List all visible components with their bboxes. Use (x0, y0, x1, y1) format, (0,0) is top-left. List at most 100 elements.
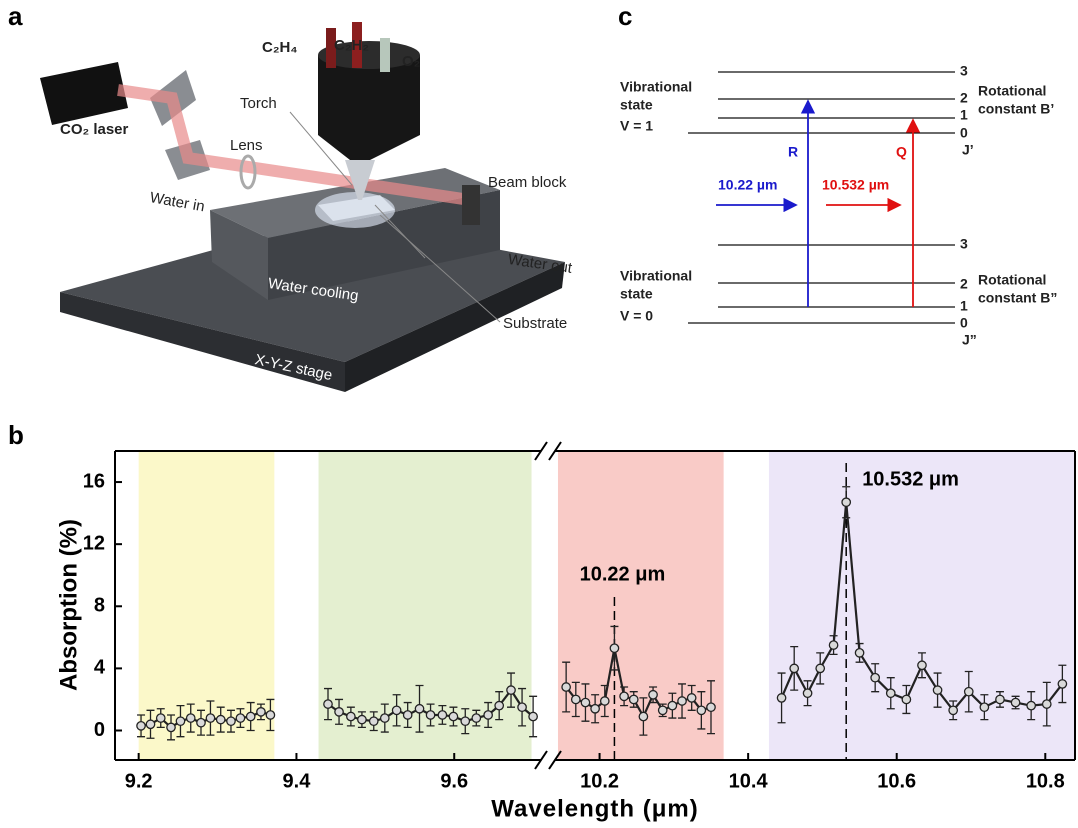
torch-body (318, 55, 420, 160)
y-tick-label: 12 (83, 532, 105, 554)
data-point (265, 710, 276, 720)
data-point (1041, 699, 1052, 709)
branch-label: R (788, 144, 798, 160)
data-point (185, 713, 196, 723)
data-point (215, 714, 226, 725)
data-point (483, 710, 493, 720)
x-tick-label: 10.8 (1026, 770, 1065, 792)
level-label: 0 (960, 315, 968, 331)
data-point (789, 663, 800, 674)
data-point (256, 707, 266, 717)
y-tick-label: 8 (94, 595, 105, 617)
data-point (609, 643, 620, 654)
level-label: 0 (960, 125, 968, 141)
data-point (1057, 679, 1068, 689)
data-point (175, 716, 186, 727)
axis-break (534, 441, 548, 461)
constant-label: constant B’ (978, 101, 1054, 117)
data-point (561, 682, 571, 692)
tube (380, 38, 390, 72)
y-tick-label: 16 (83, 470, 105, 492)
data-point (145, 719, 156, 730)
wavelength-label: 10.532 µm (822, 177, 889, 193)
data-point (828, 640, 839, 650)
data-point (357, 714, 367, 725)
data-point (414, 703, 425, 714)
data-point (402, 710, 413, 720)
level-label: 3 (960, 236, 968, 252)
data-point (802, 688, 813, 699)
y-axis-title: Absorption (%) (55, 519, 82, 691)
level-label: 1 (960, 298, 968, 314)
panel-label: c (618, 1, 632, 31)
data-point (657, 705, 668, 716)
label: O₂ (402, 53, 420, 70)
leader-line (374, 204, 426, 259)
data-point (963, 686, 974, 697)
level-label: 3 (960, 63, 968, 79)
data-point (580, 697, 591, 708)
data-point (471, 713, 482, 723)
data-point (226, 716, 236, 727)
laser-beam (117, 84, 471, 206)
y-tick-label: 4 (94, 657, 106, 679)
data-point (391, 705, 402, 716)
label: Beam block (488, 174, 567, 191)
x-tick-label: 10.4 (729, 770, 769, 792)
data-point (245, 711, 256, 722)
label: Water in (149, 189, 206, 215)
data-point (517, 702, 527, 713)
wavelength-label: 10.22 µm (718, 177, 777, 193)
data-point (776, 693, 787, 703)
leader-line (289, 111, 353, 186)
data-point (166, 722, 176, 733)
x-tick-label: 9.4 (283, 770, 312, 792)
label: Lens (230, 137, 263, 154)
x-tick-label: 9.2 (125, 770, 153, 792)
lens (239, 154, 257, 190)
state-label: V = 1 (620, 118, 653, 134)
axis-break (548, 441, 562, 461)
band (768, 451, 1075, 760)
beam-block (462, 185, 480, 225)
data-point (979, 702, 990, 713)
data-point (995, 694, 1005, 705)
data-point (368, 716, 379, 727)
data-point (1026, 700, 1037, 711)
label: Torch (240, 95, 277, 112)
stage-side (345, 262, 565, 392)
glow (315, 192, 395, 228)
data-point (948, 705, 959, 716)
data-point (841, 497, 852, 508)
level-label: 2 (960, 90, 968, 106)
data-point (425, 710, 436, 720)
data-point (917, 660, 927, 671)
state-label: V = 0 (620, 308, 653, 324)
data-point (696, 705, 707, 716)
panel-label: b (8, 420, 24, 450)
data-point (901, 694, 912, 705)
data-point (932, 685, 943, 695)
data-point (506, 685, 516, 695)
data-point (854, 648, 865, 658)
leader-line (379, 214, 501, 323)
j-label: J” (962, 332, 977, 348)
branch-label: Q (896, 144, 907, 160)
data-point (815, 663, 826, 674)
x-axis-title: Wavelength (μm) (491, 795, 698, 822)
cooling-left (210, 210, 268, 300)
data-point (334, 707, 344, 717)
label: Substrate (503, 315, 567, 332)
nozzle (345, 160, 375, 200)
label: C₂H₄ (262, 39, 297, 56)
state-label: Vibrational (620, 79, 692, 95)
state-label: state (620, 97, 653, 113)
panel-label: a (8, 1, 23, 31)
data-point (460, 716, 471, 727)
x-tick-label: 10.2 (580, 770, 619, 792)
data-point (638, 711, 649, 722)
constant-label: Rotational (978, 83, 1046, 99)
data-point (437, 710, 448, 720)
data-point (155, 713, 166, 723)
